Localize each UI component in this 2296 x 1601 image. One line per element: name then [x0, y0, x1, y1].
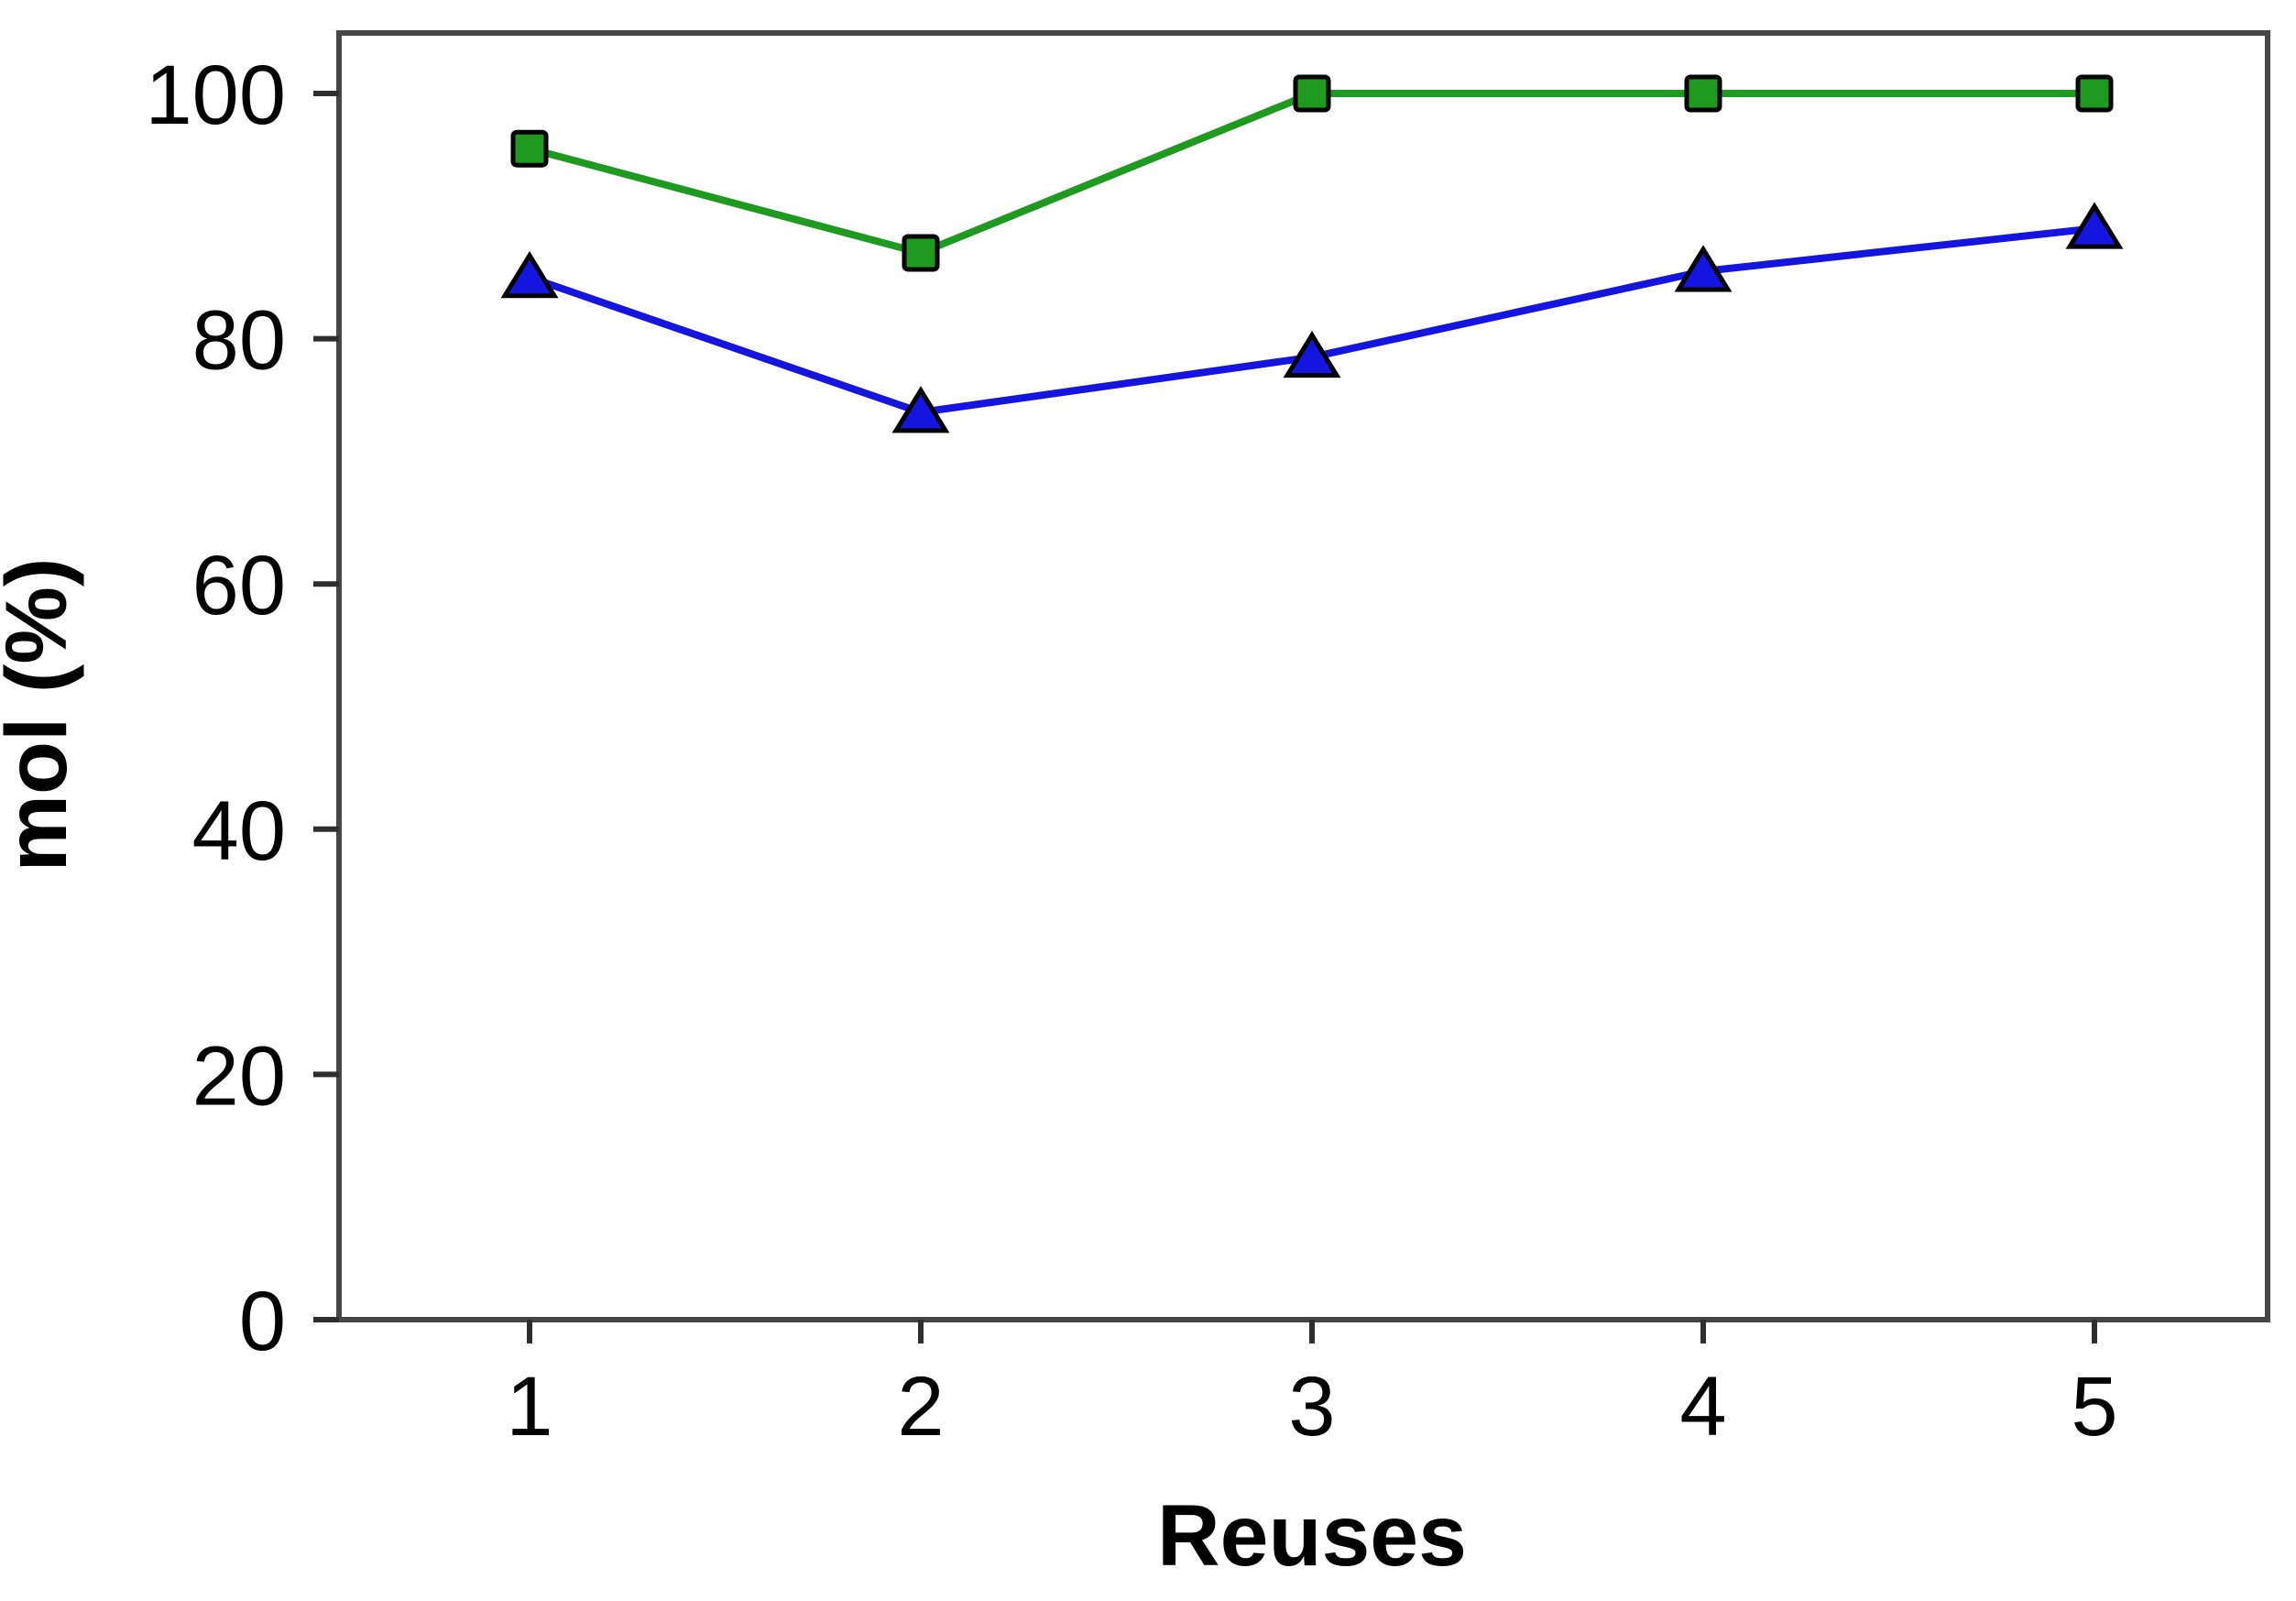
data-point-marker-square: [2075, 74, 2114, 113]
data-point-marker-triangle: [1674, 245, 1733, 292]
series-line-green-squares: [528, 90, 2094, 257]
y-axis-title: mol (%): [0, 557, 85, 872]
plot-area-border: [336, 30, 2270, 1322]
y-axis-ticks: 0 20 40 60 80 100: [146, 49, 339, 1368]
data-point-marker-triangle: [500, 250, 559, 299]
series-layer: [500, 74, 2124, 433]
data-point-marker-square: [1293, 74, 1331, 113]
x-tick-label: 1: [506, 1360, 552, 1453]
data-point-marker-triangle: [1283, 330, 1341, 378]
y-tick-label: 40: [192, 784, 286, 878]
series-line-blue-triangles: [528, 225, 2095, 416]
x-axis-title: Reuses: [1157, 1487, 1467, 1585]
y-tick-label: 20: [192, 1029, 286, 1123]
y-tick-label: 100: [146, 49, 287, 142]
x-tick-label: 2: [897, 1360, 944, 1453]
y-tick-label: 0: [239, 1275, 286, 1368]
x-tick-label: 3: [1288, 1360, 1335, 1453]
x-tick-label: 5: [2071, 1360, 2117, 1453]
y-tick-label: 60: [192, 539, 286, 632]
x-tick-label: 4: [1679, 1360, 1726, 1453]
x-axis-ticks: 1 2 3 4 5: [506, 1320, 2118, 1453]
data-point-marker-triangle: [891, 386, 950, 433]
data-point-marker-square: [1684, 74, 1722, 113]
data-point-marker-triangle: [2065, 202, 2124, 249]
data-point-marker-square: [902, 234, 940, 272]
data-point-marker-square: [510, 129, 549, 168]
y-tick-label: 80: [192, 294, 286, 388]
